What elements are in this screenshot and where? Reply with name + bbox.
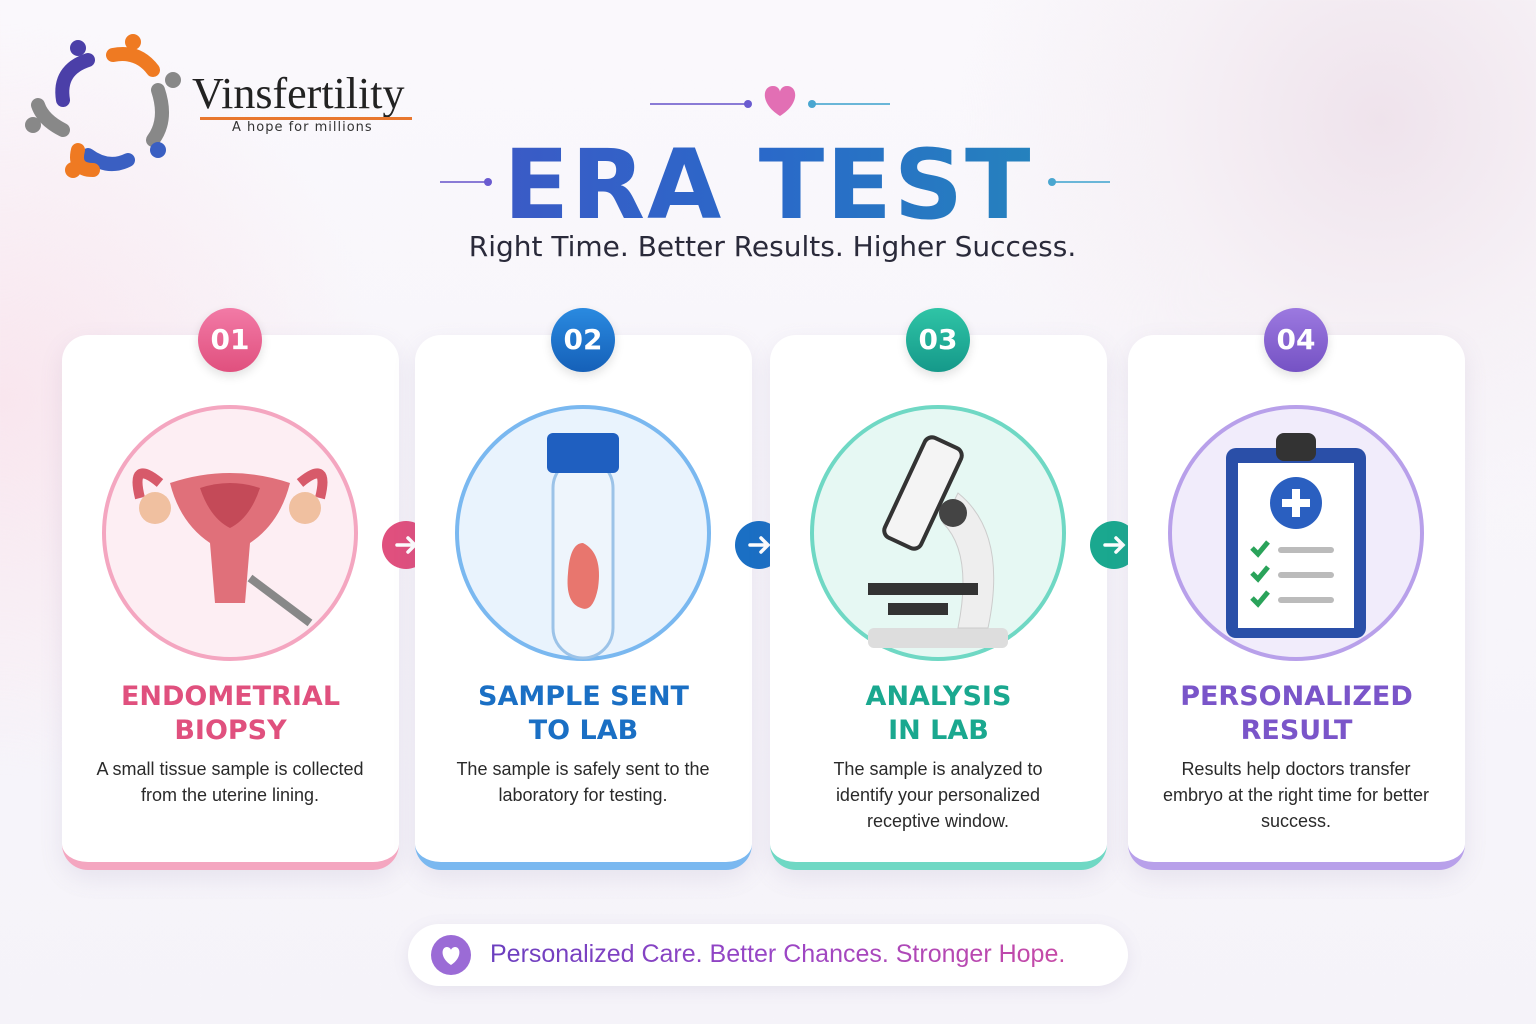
step-title: ENDOMETRIAL bbox=[120, 681, 341, 712]
step-title: IN LAB bbox=[888, 715, 989, 746]
step-illustration bbox=[808, 403, 1068, 663]
step-title: ANALYSIS bbox=[865, 681, 1012, 712]
logo-tagline: A hope for millions bbox=[232, 120, 373, 135]
step-title: SAMPLE SENT bbox=[478, 681, 689, 712]
icon bbox=[455, 405, 711, 661]
step-title: PERSONALIZED bbox=[1180, 681, 1413, 712]
logo-name: Vinsfertility bbox=[192, 69, 405, 118]
icon bbox=[1168, 405, 1424, 661]
step-illustration bbox=[100, 403, 360, 663]
step-number: 03 bbox=[906, 308, 970, 372]
step-illustration bbox=[453, 403, 713, 663]
footer-pill bbox=[408, 924, 1128, 986]
subtitle: Right Time. Better Results. Higher Succe… bbox=[468, 230, 1077, 263]
step-description: A small tissue sample is collected from … bbox=[96, 759, 364, 805]
footer-tagline: Personalized Care. Better Chances. Stron… bbox=[490, 940, 1066, 968]
step-number: 04 bbox=[1264, 308, 1328, 372]
logo-mark bbox=[25, 34, 181, 178]
step-description: Results help doctors transfer embryo at … bbox=[1162, 759, 1430, 831]
step-title: BIOPSY bbox=[174, 715, 287, 746]
step-number: 01 bbox=[198, 308, 262, 372]
step-illustration bbox=[1166, 403, 1426, 663]
step-description: The sample is safely sent to the laborat… bbox=[456, 759, 710, 805]
title-decor bbox=[440, 86, 1110, 186]
step-title: TO LAB bbox=[528, 715, 639, 746]
step-description: The sample is analyzed to identify your … bbox=[833, 759, 1043, 831]
icon bbox=[748, 536, 771, 554]
step-number: 02 bbox=[551, 308, 615, 372]
title: ERA TEST bbox=[0, 130, 1536, 240]
logo-underline bbox=[200, 117, 412, 120]
icon bbox=[1103, 536, 1126, 554]
step-title: RESULT bbox=[1240, 715, 1353, 746]
footer-heart bbox=[431, 935, 471, 975]
icon bbox=[810, 405, 1066, 661]
icon bbox=[102, 405, 358, 661]
